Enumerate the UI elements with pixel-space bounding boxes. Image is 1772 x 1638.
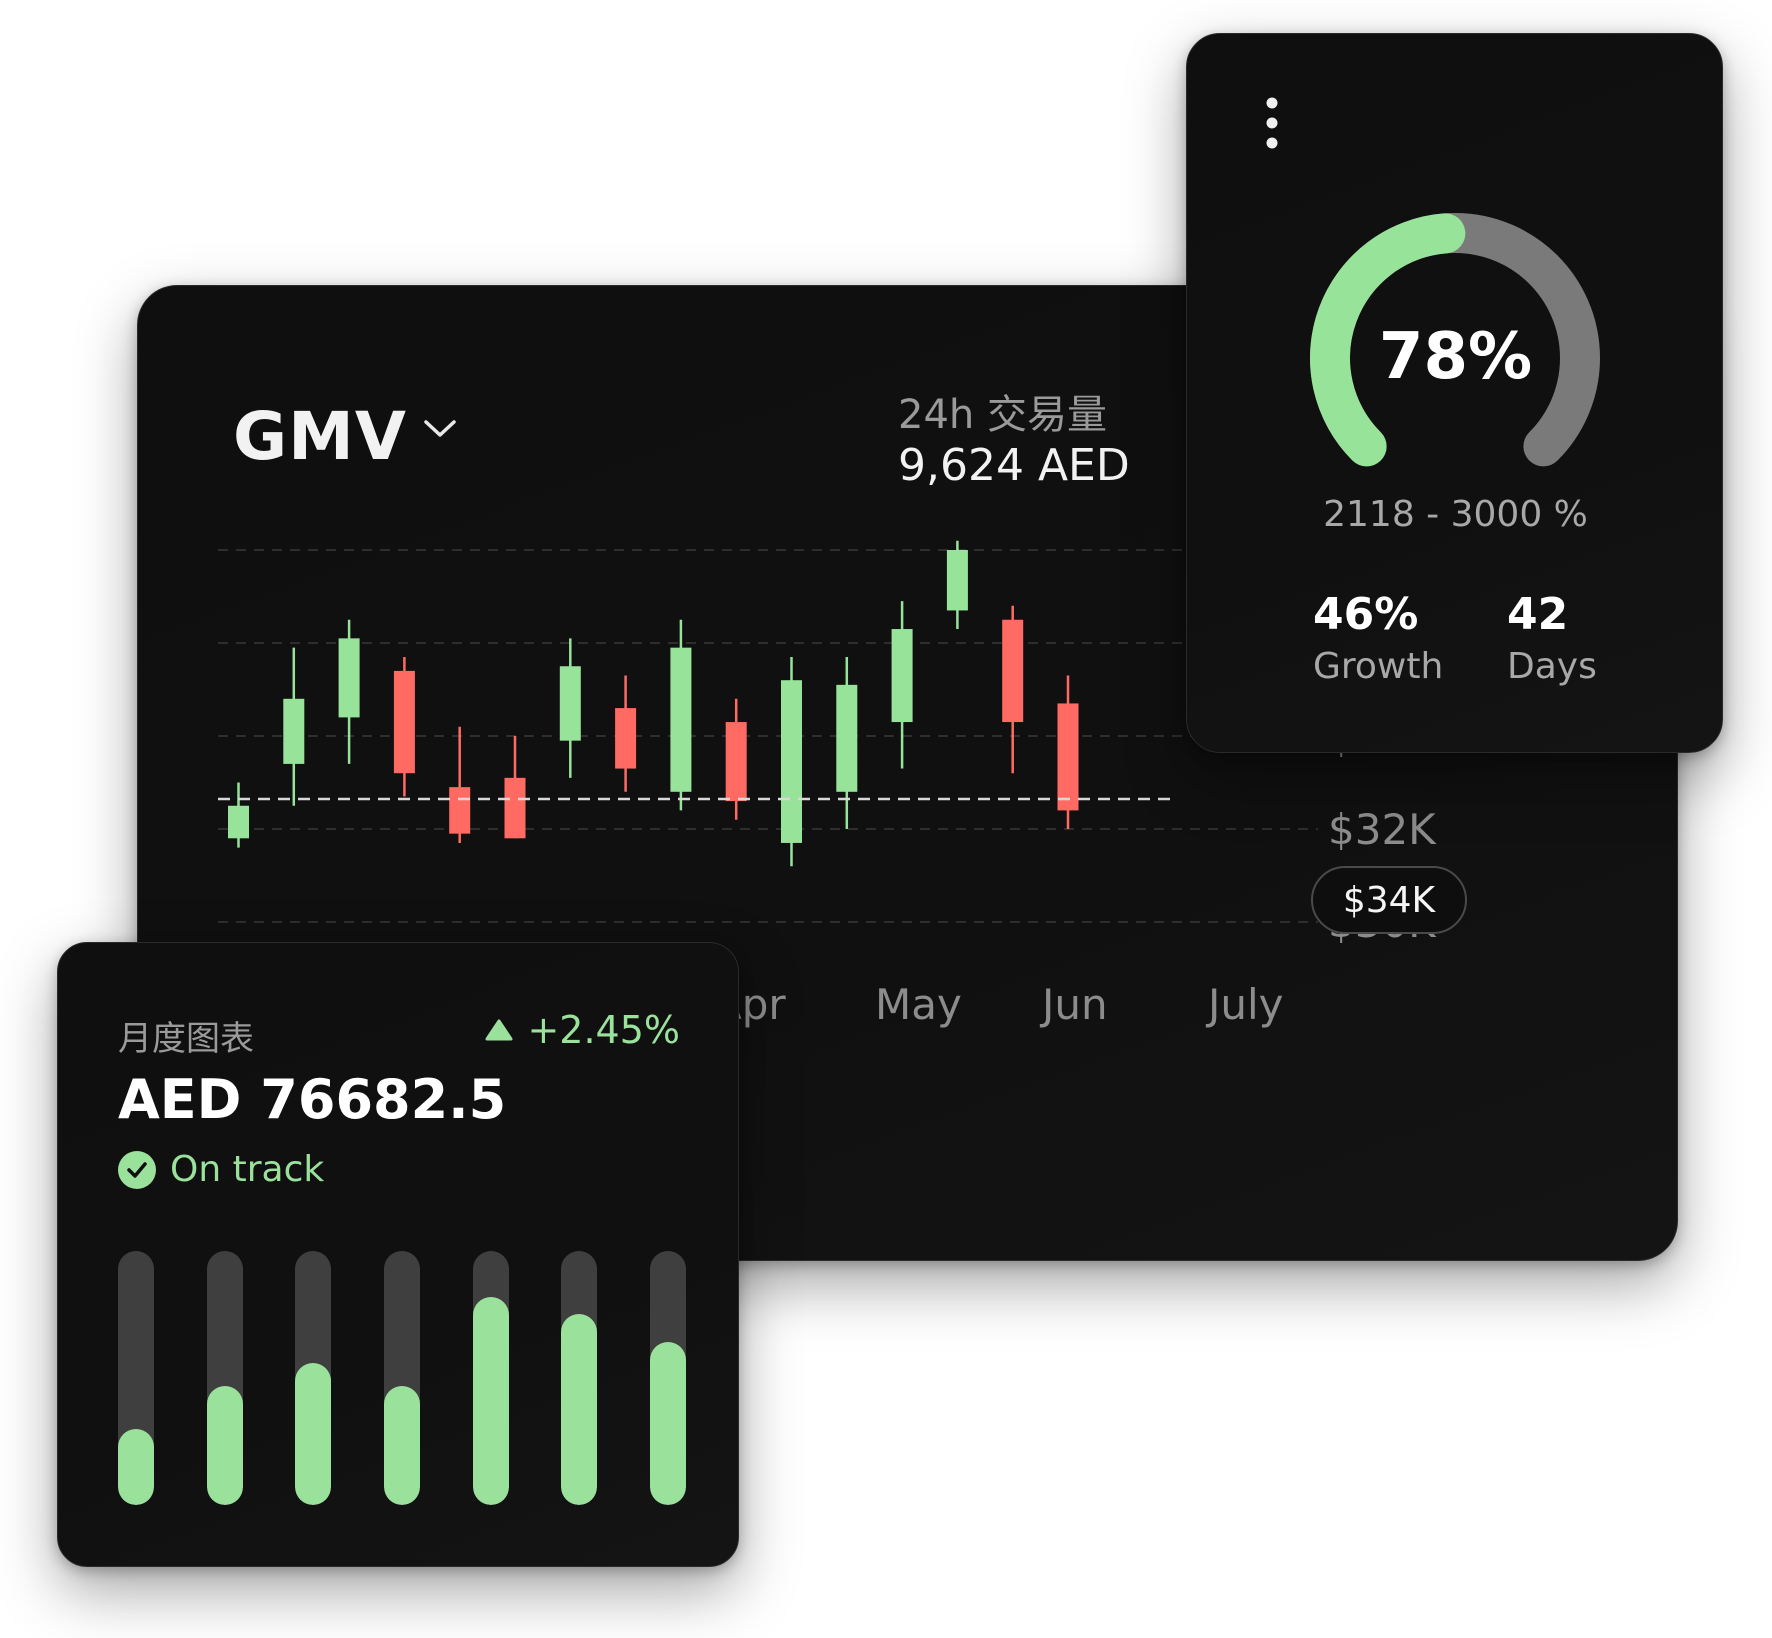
y-tick-label: $32K: [1328, 805, 1437, 854]
candle-body: [781, 680, 802, 843]
change-value: +2.45%: [527, 1008, 680, 1052]
gauge-progress: [1310, 213, 1466, 467]
monthly-card: 月度图表 +2.45% AED 76682.5 On track: [57, 942, 739, 1567]
candle-body: [836, 684, 858, 792]
candle: [946, 540, 968, 630]
candle-body: [559, 666, 581, 741]
days-label: Days: [1507, 646, 1597, 687]
candle: [1002, 605, 1024, 774]
x-tick-label: Jun: [1039, 980, 1108, 1029]
monthly-label: 月度图表: [118, 1019, 254, 1059]
candle-body: [449, 787, 471, 834]
status-row: On track: [118, 1149, 324, 1190]
candle: [338, 619, 360, 764]
candlestick-chart: $34K$32K$30KAprMayJunJuly: [218, 540, 1437, 1029]
current-price-pill: $34K: [1311, 866, 1467, 934]
x-tick-label: July: [1205, 980, 1284, 1029]
bar-fill: [206, 1386, 243, 1505]
growth-value: 46%: [1313, 589, 1419, 640]
candle-body: [670, 647, 692, 792]
bar-fill: [561, 1314, 598, 1505]
bar-fill: [384, 1386, 420, 1505]
candle: [781, 656, 802, 867]
growth-label: Growth: [1313, 646, 1444, 687]
chevron-down-icon[interactable]: [423, 418, 457, 440]
candle-body: [725, 722, 747, 802]
bar-fill: [295, 1363, 332, 1505]
candle: [891, 601, 913, 769]
gmv-title: GMV: [233, 398, 407, 475]
monthly-amount: AED 76682.5: [118, 1068, 507, 1131]
candle: [393, 656, 415, 797]
candle: [559, 638, 581, 778]
status-text: On track: [170, 1149, 325, 1190]
progress-gauge: [1310, 213, 1600, 467]
candle-body: [1057, 703, 1079, 811]
check-circle-icon: [118, 1150, 156, 1189]
bar-fill: [118, 1429, 154, 1505]
candle: [615, 675, 637, 792]
volume-value: 9,624 AED: [898, 440, 1130, 491]
candle-body: [1002, 619, 1024, 723]
more-vertical-icon[interactable]: [1265, 96, 1279, 150]
candle-body: [228, 805, 249, 839]
gauge-card: 78% 2118 - 3000 % 46% Growth 42 Days: [1186, 33, 1723, 753]
volume-label: 24h 交易量: [898, 392, 1107, 438]
triangle-up-icon: [485, 1019, 513, 1041]
candle-body: [393, 670, 415, 774]
candle-body: [891, 629, 913, 723]
candle-body: [283, 698, 305, 764]
bar-track: [561, 1251, 598, 1505]
bar-track: [384, 1251, 420, 1505]
bar-track: [206, 1251, 243, 1505]
candle: [670, 619, 692, 811]
bar-track: [472, 1251, 509, 1505]
gauge-range: 2118 - 3000 %: [1323, 494, 1588, 535]
candle-body: [338, 638, 360, 718]
gauge-percent: 78%: [1378, 320, 1533, 394]
bar-track: [650, 1251, 686, 1505]
candle: [449, 726, 471, 843]
candle: [228, 782, 249, 848]
change-indicator: +2.45%: [485, 1008, 680, 1052]
monthly-bars: [118, 1251, 686, 1505]
bar-track: [118, 1251, 154, 1505]
candle-body: [615, 708, 637, 769]
days-value: 42: [1507, 589, 1569, 640]
candle: [504, 736, 526, 839]
bar-fill: [472, 1297, 509, 1505]
candle: [836, 656, 858, 829]
candle: [283, 647, 305, 806]
candle-body: [946, 550, 968, 611]
candle: [725, 698, 747, 820]
bar-track: [295, 1251, 332, 1505]
bar-fill: [650, 1342, 686, 1505]
candle: [1057, 675, 1079, 829]
candle-body: [504, 777, 526, 839]
x-tick-label: May: [875, 980, 962, 1029]
